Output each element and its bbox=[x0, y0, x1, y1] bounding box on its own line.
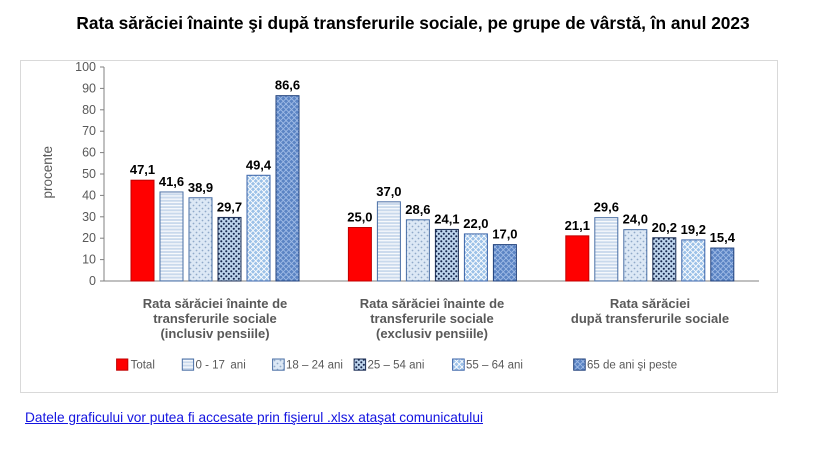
svg-text:10: 10 bbox=[82, 253, 96, 267]
svg-text:20,2: 20,2 bbox=[652, 220, 677, 235]
svg-text:24,0: 24,0 bbox=[623, 212, 648, 227]
svg-text:86,6: 86,6 bbox=[275, 78, 300, 93]
svg-text:19,2: 19,2 bbox=[681, 222, 706, 237]
svg-text:18 – 24 ani: 18 – 24 ani bbox=[286, 360, 343, 372]
svg-text:60: 60 bbox=[82, 146, 96, 160]
svg-text:90: 90 bbox=[82, 81, 96, 95]
svg-text:40: 40 bbox=[82, 188, 96, 202]
svg-text:37,0: 37,0 bbox=[376, 184, 401, 199]
svg-text:22,0: 22,0 bbox=[463, 216, 488, 231]
svg-text:25,0: 25,0 bbox=[347, 210, 372, 225]
svg-text:29,6: 29,6 bbox=[594, 200, 619, 215]
svg-text:15,4: 15,4 bbox=[710, 230, 736, 245]
svg-text:41,6: 41,6 bbox=[159, 174, 184, 189]
svg-text:21,1: 21,1 bbox=[565, 218, 590, 233]
svg-text:38,9: 38,9 bbox=[188, 180, 213, 195]
svg-text:20: 20 bbox=[82, 231, 96, 245]
svg-text:28,6: 28,6 bbox=[405, 202, 430, 217]
svg-text:17,0: 17,0 bbox=[492, 227, 517, 242]
svg-text:50: 50 bbox=[82, 167, 96, 181]
svg-text:Total: Total bbox=[131, 360, 155, 372]
svg-text:30: 30 bbox=[82, 210, 96, 224]
svg-text:29,7: 29,7 bbox=[217, 199, 242, 214]
svg-text:0: 0 bbox=[89, 274, 96, 288]
svg-text:100: 100 bbox=[75, 60, 96, 74]
svg-text:80: 80 bbox=[82, 103, 96, 117]
svg-text:55 – 64 ani: 55 – 64 ani bbox=[466, 360, 523, 372]
svg-text:70: 70 bbox=[82, 124, 96, 138]
svg-text:65 de ani şi peste: 65 de ani şi peste bbox=[587, 360, 677, 372]
svg-text:25 – 54 ani: 25 – 54 ani bbox=[368, 360, 425, 372]
svg-text:47,1: 47,1 bbox=[130, 162, 155, 177]
svg-text:49,4: 49,4 bbox=[246, 157, 272, 172]
svg-text:24,1: 24,1 bbox=[434, 211, 459, 226]
svg-text:0 - 17 ani: 0 - 17 ani bbox=[196, 360, 246, 372]
